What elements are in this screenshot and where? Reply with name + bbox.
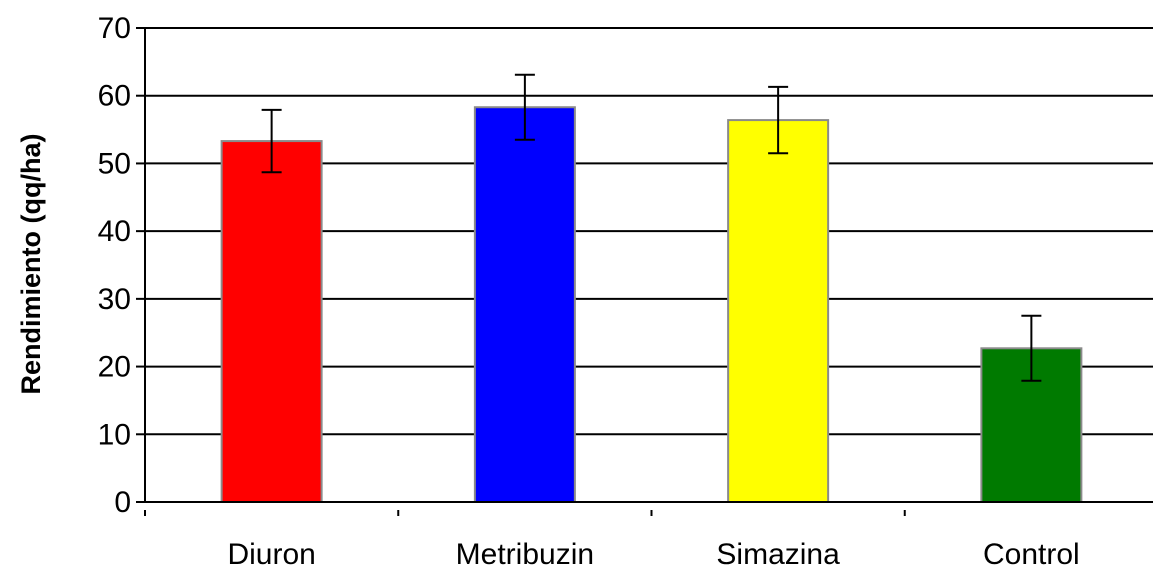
bar-simazina	[727, 119, 830, 503]
y-axis-label: Rendimiento (qq/ha)	[16, 134, 46, 395]
y-tick-label: 60	[98, 80, 131, 113]
y-tick-label: 20	[98, 351, 131, 384]
y-tick-label: 40	[98, 215, 131, 248]
y-axis: 0 10 20 30 40 50 60 70	[98, 12, 146, 519]
y-tick-label: 10	[98, 418, 131, 451]
x-axis: Diuron Metribuzin Simazina Control	[144, 501, 1153, 571]
bar-diuron	[220, 140, 323, 503]
y-tick-label: 30	[98, 283, 131, 316]
bars	[220, 106, 1083, 504]
x-tick-label: Simazina	[716, 538, 840, 571]
error-bars	[261, 73, 1042, 382]
bar-metribuzin	[473, 106, 576, 504]
y-tick-label: 0	[114, 486, 131, 519]
x-tick-label: Diuron	[227, 538, 315, 571]
y-tick-label: 50	[98, 147, 131, 180]
x-tick-label: Metribuzin	[456, 538, 594, 571]
y-tick-label: 70	[98, 12, 131, 45]
x-tick-label: Control	[983, 538, 1080, 571]
